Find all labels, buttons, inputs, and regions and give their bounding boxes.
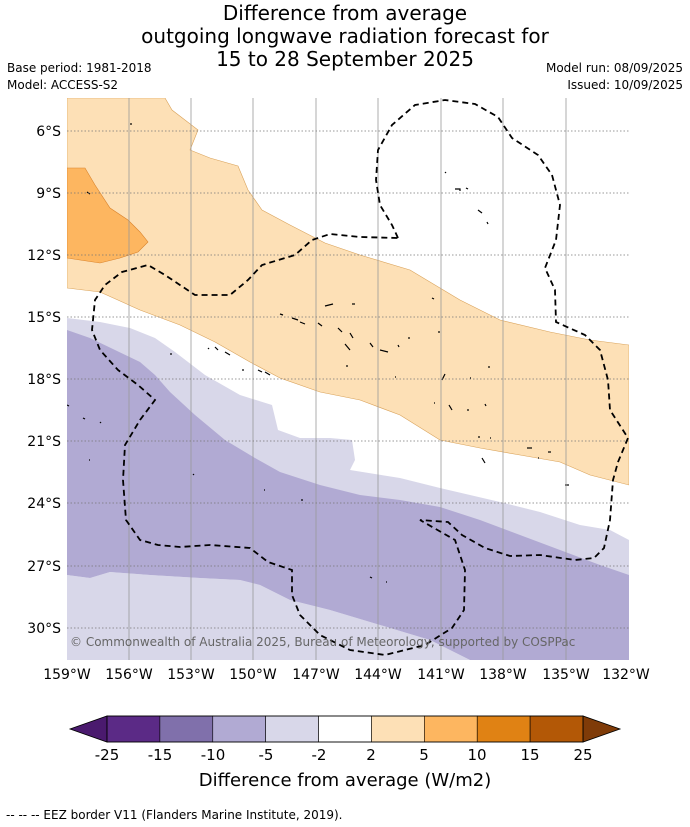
model-label: Model: ACCESS-S2 xyxy=(7,78,119,92)
anomaly-region-2-5 xyxy=(67,98,629,486)
colorbar-swatch xyxy=(371,715,425,743)
lon-label: 144°W xyxy=(354,667,402,683)
lon-label: 138°W xyxy=(479,667,527,683)
lon-label: 135°W xyxy=(542,667,590,683)
colorbar-title: Difference from average (W/m2) xyxy=(198,770,492,791)
colorbar-swatch xyxy=(318,715,372,743)
lon-label: 150°W xyxy=(229,667,277,683)
lat-label: 27°S xyxy=(27,559,61,575)
colorbar-tick: 10 xyxy=(467,746,486,764)
map-title-line3: 15 to 28 September 2025 xyxy=(216,47,474,71)
lat-axis: 6°S 9°S 12°S 15°S 18°S 21°S 24°S 27°S 30… xyxy=(27,124,61,637)
lat-label: 30°S xyxy=(27,621,61,637)
colorbar-extend-low xyxy=(68,715,108,743)
colorbar-tick: -25 xyxy=(95,746,120,764)
lat-label: 24°S xyxy=(27,496,61,512)
map-title-line2: outgoing longwave radiation forecast for xyxy=(141,24,549,48)
model-run-label: Model run: 08/09/2025 xyxy=(545,61,683,75)
lat-label: 15°S xyxy=(27,310,61,326)
colorbar-tick: 2 xyxy=(366,746,376,764)
base-period-label: Base period: 1981-2018 xyxy=(7,61,152,75)
colorbar-extend-high xyxy=(582,715,622,743)
colorbar-tick: -10 xyxy=(201,746,226,764)
map-title-line1: Difference from average xyxy=(222,1,468,25)
colorbar-swatch xyxy=(476,715,531,743)
colorbar-swatch xyxy=(424,715,478,743)
lat-label: 9°S xyxy=(36,186,61,202)
lon-label: 153°W xyxy=(167,667,215,683)
colorbar-swatch xyxy=(265,715,319,743)
lat-label: 21°S xyxy=(27,434,61,450)
eez-border xyxy=(91,99,629,656)
colorbar-swatch xyxy=(529,715,584,743)
lat-label: 6°S xyxy=(36,124,61,140)
issued-label: Issued: 10/09/2025 xyxy=(567,78,683,92)
colorbar-swatch xyxy=(212,715,266,743)
colorbar-tick: 15 xyxy=(520,746,539,764)
copyright-text: © Commonwealth of Australia 2025, Bureau… xyxy=(70,635,575,649)
lon-axis: 159°W 156°W 153°W 150°W 147°W 144°W 141°… xyxy=(43,667,650,683)
colorbar-tick: 25 xyxy=(573,746,592,764)
anomaly-region-neg5-neg10 xyxy=(67,330,629,660)
anomaly-region-neg2-neg5-south xyxy=(67,572,470,660)
lon-label: 147°W xyxy=(292,667,340,683)
colorbar-tick: -15 xyxy=(148,746,173,764)
colorbar-tick: -5 xyxy=(259,746,274,764)
lat-label: 18°S xyxy=(27,372,61,388)
lon-label: 159°W xyxy=(43,667,91,683)
colorbar-swatch xyxy=(106,715,161,743)
lon-label: 141°W xyxy=(417,667,465,683)
colorbar-swatch xyxy=(159,715,214,743)
colorbar-tick: 5 xyxy=(419,746,429,764)
colorbar-tick: -2 xyxy=(312,746,327,764)
lat-gridlines xyxy=(67,130,629,629)
eez-footnote: -- -- -- EEZ border V11 (Flanders Marine… xyxy=(6,808,343,822)
lon-label: 156°W xyxy=(105,667,153,683)
colorbar: -25 -15 -10 -5 -2 2 5 10 15 25 xyxy=(68,715,622,764)
lon-label: 132°W xyxy=(602,667,650,683)
lat-label: 12°S xyxy=(27,248,61,264)
colorbar-frame xyxy=(106,715,584,743)
anomaly-field: © Commonwealth of Australia 2025, Bureau… xyxy=(67,98,629,660)
